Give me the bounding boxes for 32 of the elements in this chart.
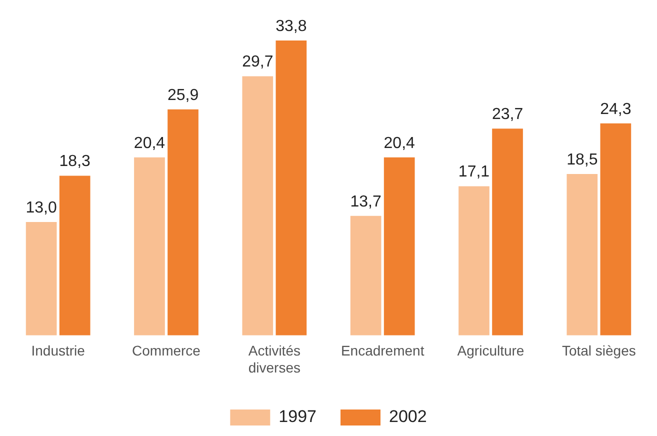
data-label: 23,7 bbox=[492, 106, 524, 124]
data-label: 25,9 bbox=[167, 86, 199, 104]
bar bbox=[134, 157, 165, 336]
bar bbox=[384, 157, 415, 336]
x-tick-label: Industrie bbox=[31, 342, 86, 359]
bar bbox=[458, 186, 490, 336]
data-label: 13,0 bbox=[26, 199, 57, 216]
x-tick-label: Commerce bbox=[132, 342, 201, 359]
x-tick-label: Agriculture bbox=[457, 342, 524, 359]
bar bbox=[168, 109, 198, 336]
x-tick-label: Activités diverses bbox=[248, 342, 300, 376]
data-label: 20,4 bbox=[384, 134, 416, 152]
bar bbox=[566, 174, 598, 336]
data-label: 18,5 bbox=[566, 151, 598, 168]
x-tick-label: Total sièges bbox=[562, 342, 636, 359]
data-label: 17,1 bbox=[458, 164, 490, 181]
bar bbox=[59, 176, 90, 336]
data-label: 18,3 bbox=[59, 153, 91, 170]
bar bbox=[600, 123, 632, 336]
legend-label: 1997 bbox=[278, 407, 317, 426]
data-label: 20,4 bbox=[134, 134, 166, 152]
x-tick-label: Encadrement bbox=[340, 342, 424, 359]
bar bbox=[26, 222, 57, 336]
data-label: 29,7 bbox=[242, 54, 274, 71]
data-label: 33,8 bbox=[276, 18, 307, 35]
bar bbox=[242, 76, 274, 336]
bar bbox=[276, 40, 307, 336]
data-label: 13,7 bbox=[350, 193, 382, 210]
bar bbox=[492, 128, 523, 336]
data-label: 24,3 bbox=[600, 100, 632, 118]
bar bbox=[350, 216, 382, 336]
legend-label: 2002 bbox=[389, 407, 427, 426]
